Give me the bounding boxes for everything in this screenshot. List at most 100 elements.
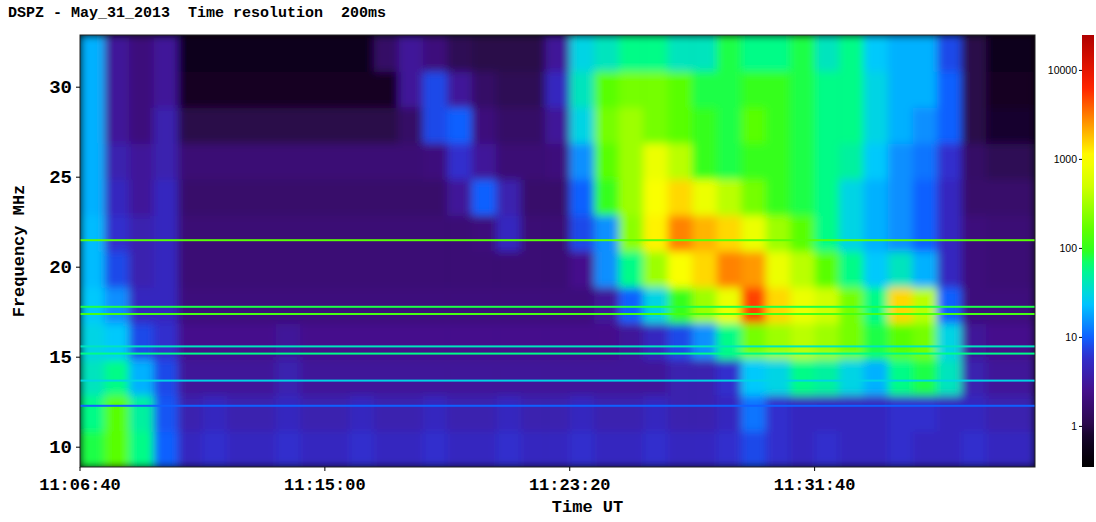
cell [766, 359, 791, 396]
x-tick-label: 11:23:20 [529, 476, 611, 495]
cell [594, 359, 619, 396]
cell [717, 107, 742, 144]
cell [692, 431, 717, 467]
cell [153, 179, 178, 216]
cell [447, 107, 472, 144]
cell [496, 359, 521, 396]
cell [815, 71, 840, 108]
cell [717, 395, 742, 432]
cell [423, 431, 448, 467]
cell [888, 431, 913, 467]
cell [325, 35, 350, 72]
cell [741, 35, 766, 72]
cell [937, 179, 962, 216]
cell [227, 179, 252, 216]
cell [815, 107, 840, 144]
cell [790, 395, 815, 432]
cell [741, 179, 766, 216]
cell [374, 287, 399, 324]
cell [668, 107, 693, 144]
cell [300, 179, 325, 216]
cell [251, 431, 276, 467]
cell [202, 251, 227, 288]
cell [129, 251, 154, 288]
cell [398, 179, 423, 216]
x-tick [324, 467, 325, 471]
cell [913, 431, 938, 467]
cell [594, 179, 619, 216]
cell [153, 431, 178, 467]
cell [741, 143, 766, 180]
cell [276, 215, 301, 252]
cell [1011, 359, 1035, 396]
cell [374, 431, 399, 467]
cell [129, 431, 154, 467]
cell [962, 143, 987, 180]
cell [276, 71, 301, 108]
cell [178, 359, 203, 396]
cell [276, 179, 301, 216]
cell [80, 251, 105, 288]
cell [398, 287, 423, 324]
cell [104, 359, 129, 396]
cell [668, 143, 693, 180]
cell [374, 215, 399, 252]
cell [153, 143, 178, 180]
cell [545, 179, 570, 216]
cell [766, 215, 791, 252]
x-tick [569, 467, 570, 471]
interference-line [80, 345, 1035, 347]
y-tick-label: 15 [49, 347, 72, 369]
cell [692, 359, 717, 396]
cell [692, 71, 717, 108]
cell [349, 179, 374, 216]
cell [888, 71, 913, 108]
cell [790, 143, 815, 180]
cell [521, 251, 546, 288]
cell [104, 431, 129, 467]
cell [986, 143, 1011, 180]
cell [349, 71, 374, 108]
cell [913, 287, 938, 324]
cell [80, 395, 105, 432]
cell [741, 359, 766, 396]
cell [1011, 143, 1035, 180]
cell [815, 35, 840, 72]
cell [937, 287, 962, 324]
y-tick-label: 10 [49, 437, 72, 459]
cell [741, 215, 766, 252]
cell [129, 35, 154, 72]
y-tick [76, 177, 80, 178]
cell [447, 359, 472, 396]
cell [496, 71, 521, 108]
cell [129, 179, 154, 216]
cell [178, 71, 203, 108]
cell [423, 215, 448, 252]
cell [741, 71, 766, 108]
x-tick [814, 467, 815, 471]
interference-lines [80, 239, 1035, 407]
cell [423, 251, 448, 288]
plot-area [80, 35, 1035, 467]
cell [423, 35, 448, 72]
cell [472, 359, 497, 396]
cell [790, 431, 815, 467]
cell [790, 35, 815, 72]
cell [937, 107, 962, 144]
cell [472, 251, 497, 288]
cell [668, 431, 693, 467]
cell [472, 215, 497, 252]
cell [570, 287, 595, 324]
cell [398, 251, 423, 288]
cell [717, 35, 742, 72]
cell [472, 431, 497, 467]
cell [276, 143, 301, 180]
cell [717, 431, 742, 467]
cell [888, 35, 913, 72]
cell [300, 287, 325, 324]
cell [839, 395, 864, 432]
cell [104, 179, 129, 216]
cell [986, 251, 1011, 288]
cell [643, 215, 668, 252]
cell [839, 143, 864, 180]
